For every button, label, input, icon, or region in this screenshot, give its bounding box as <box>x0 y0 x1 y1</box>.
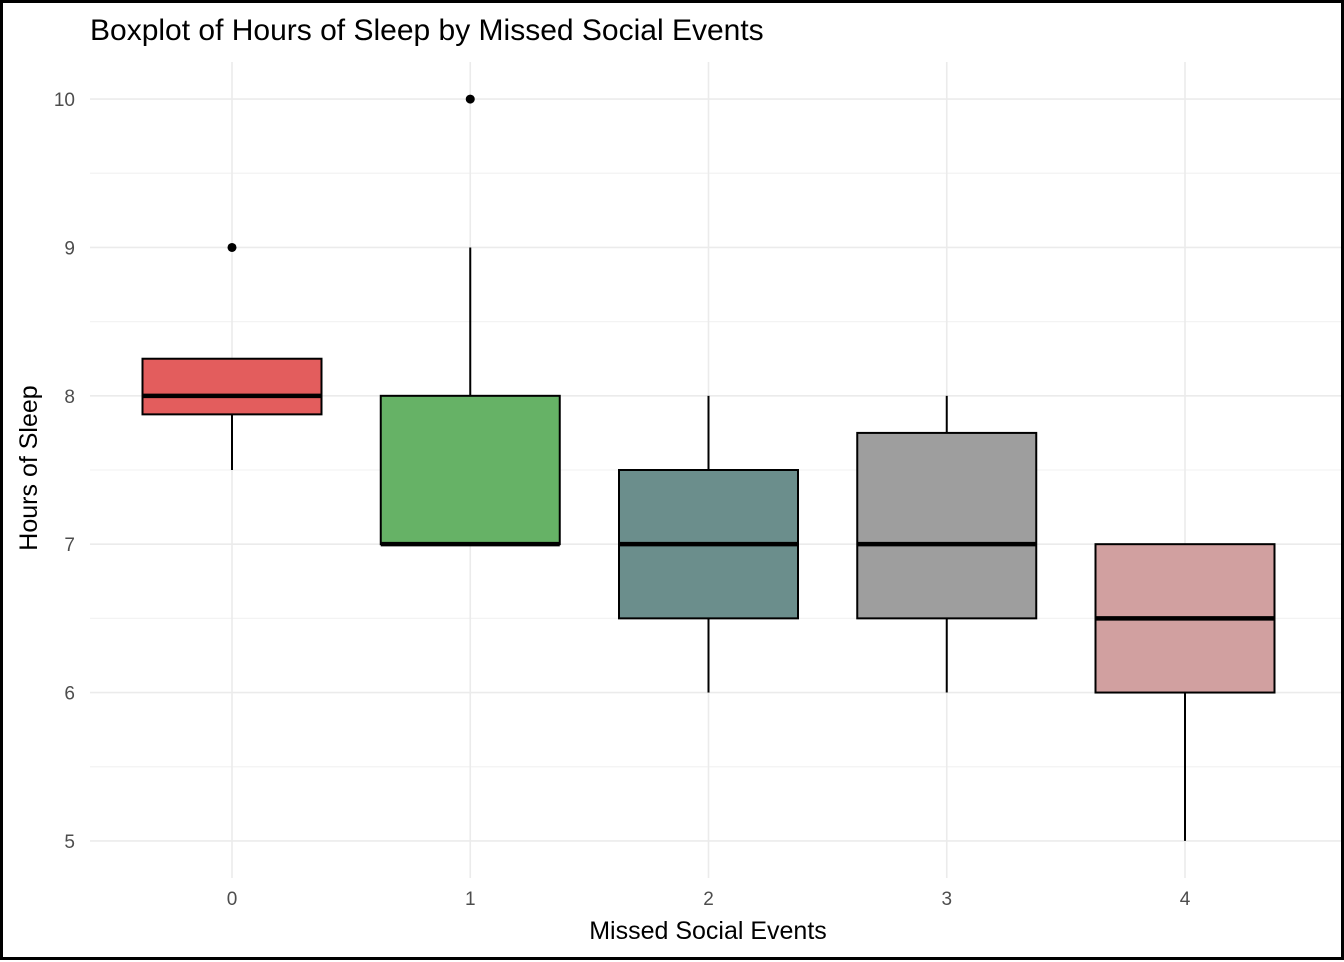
y-tick-label: 6 <box>64 684 75 705</box>
box-body <box>141 357 323 416</box>
box-group-0 <box>141 242 323 470</box>
y-tick-label: 5 <box>64 832 75 853</box>
box-body <box>379 394 561 546</box>
x-tick-label: 1 <box>465 889 476 910</box>
boxplot-chart: 5 6 7 8 9 10 0 1 2 3 4 Boxplot of Hours of Sleep b… <box>15 14 1341 945</box>
y-tick-label: 9 <box>64 238 75 259</box>
x-axis-title: Missed Social Events <box>589 917 827 945</box>
y-tick-label: 10 <box>54 90 75 111</box>
outlier-point <box>465 94 475 104</box>
box-layer <box>141 94 1276 841</box>
y-tick-label: 8 <box>64 387 75 408</box>
x-tick-label: 0 <box>227 889 238 910</box>
y-axis-title: Hours of Sleep <box>15 385 43 550</box>
box-group-4 <box>1094 543 1276 841</box>
x-tick-label: 4 <box>1180 889 1191 910</box>
x-tick-label: 3 <box>941 889 952 910</box>
chart-title: Boxplot of Hours of Sleep by Missed Soci… <box>90 14 764 47</box>
label-layer: 5 6 7 8 9 10 0 1 2 3 4 <box>54 90 1191 910</box>
x-tick-label: 2 <box>703 889 714 910</box>
box-group-2 <box>618 395 799 693</box>
box-group-3 <box>856 395 1038 693</box>
box-group-1 <box>379 94 561 547</box>
y-tick-label: 7 <box>64 535 75 556</box>
outlier-point <box>227 242 237 252</box>
box-body <box>856 431 1038 620</box>
